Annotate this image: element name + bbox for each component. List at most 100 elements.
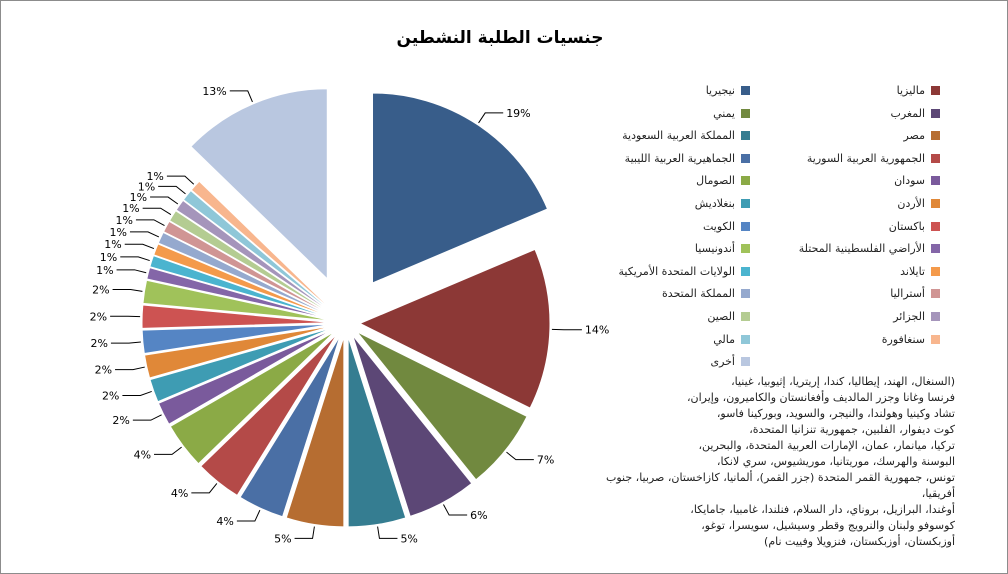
legend-swatch [931, 289, 940, 299]
legend-item: باكستان [830, 220, 940, 233]
pie-slice [157, 231, 334, 318]
legend-label: الكويت [702, 219, 735, 233]
legend-label: أستراليا [890, 287, 925, 301]
legend-label: الولايات المتحدة الأمريكية [618, 264, 736, 278]
pie-slice [149, 254, 333, 320]
data-label: 1% [122, 202, 139, 215]
legend-label: أخرى [710, 355, 735, 369]
legend-label: المملكة العربية السعودية [622, 129, 735, 143]
data-label: 14% [585, 324, 609, 337]
data-label: 2% [102, 389, 119, 402]
leader-line [115, 366, 145, 371]
leader-line [229, 90, 253, 103]
pie-slice [162, 220, 334, 317]
leader-line [142, 207, 172, 215]
legend-item: مصر [830, 129, 940, 142]
legend-label: باكستان [888, 219, 925, 233]
legend-item: المملكة المتحدة [640, 287, 750, 300]
legend-label: سنغافورة [881, 332, 925, 346]
legend-item: أستراليا [830, 287, 940, 300]
legend-swatch [931, 244, 940, 254]
pie-slice [141, 323, 333, 355]
legend-item: نيجيريا [640, 84, 750, 97]
legend-label: أندونيسيا [694, 242, 735, 256]
legend-item: تايلاند [830, 265, 940, 278]
leader-line [294, 526, 315, 539]
legend: نيجيريا ماليزيا يمني المغرب المملكة العربية … [619, 84, 940, 369]
leader-line [166, 175, 195, 185]
leader-line [122, 390, 152, 396]
legend-item: الجماهيرية العربية الليبية [625, 152, 750, 165]
pie-slice [239, 335, 341, 518]
pie-slice [347, 336, 407, 528]
legend-swatch [741, 108, 750, 118]
data-label: 1% [100, 251, 117, 264]
legend-swatch [741, 244, 750, 254]
legend-swatch [741, 289, 750, 299]
legend-item: يمني [640, 107, 750, 120]
data-label: 1% [115, 214, 132, 227]
legend-swatch [931, 108, 940, 118]
legend-swatch [741, 86, 750, 95]
legend-item: الجزائر [830, 310, 940, 323]
legend-item: ماليزيا [830, 84, 940, 97]
legend-swatch [931, 334, 940, 344]
data-label: 4% [134, 448, 151, 461]
pie-slice [200, 333, 338, 497]
data-label: 1% [96, 264, 113, 277]
legend-item: الأراضي الفلسطينية المحتلة [799, 242, 940, 255]
legend-label: الأراضي الفلسطينية المحتلة [798, 242, 925, 256]
leader-line [506, 451, 534, 461]
leader-line [132, 414, 162, 421]
legend-swatch [741, 357, 750, 367]
legend-swatch [931, 131, 940, 141]
legend-item: الكويت [640, 220, 750, 233]
legend-item: مالي [640, 333, 750, 346]
leader-line [135, 219, 165, 226]
legend-label: الجمهورية العربية السورية [806, 151, 925, 165]
pie-slice [146, 266, 333, 321]
legend-label: نيجيريا [705, 84, 735, 97]
pie-slice [285, 336, 345, 528]
leader-line [129, 231, 160, 238]
legend-label: الأردن [897, 197, 925, 210]
legend-swatch [741, 221, 750, 231]
data-label: 2% [112, 414, 129, 427]
legend-swatch [931, 221, 940, 231]
legend-item: المملكة العربية السعودية [622, 129, 750, 142]
legend-label: تايلاند [900, 264, 925, 278]
legend-swatch [931, 86, 940, 95]
pie-slice [157, 328, 334, 425]
data-label: 4% [216, 515, 233, 528]
pie-slice [141, 304, 333, 329]
legend-item: سودان [830, 174, 940, 187]
legend-swatch [741, 153, 750, 163]
leader-line [124, 243, 155, 250]
legend-item: المغرب [830, 107, 940, 120]
pie-slice [169, 331, 336, 465]
data-label: 2% [95, 364, 112, 377]
legend-swatch [741, 266, 750, 276]
legend-item: أخرى [640, 355, 750, 368]
data-label: 2% [90, 310, 107, 323]
pie-slice [190, 88, 328, 280]
legend-label: ماليزيا [896, 84, 925, 97]
legend-item: أندونيسيا [640, 242, 750, 255]
chart-title: جنسيات الطلبة النشطين [396, 28, 604, 48]
leader-line [191, 483, 218, 494]
data-label: 2% [92, 284, 109, 297]
legend-swatch [931, 153, 940, 163]
leader-line [116, 269, 147, 274]
data-label: 5% [274, 532, 291, 545]
leader-line [236, 509, 261, 522]
leader-line [110, 341, 141, 344]
legend-swatch [931, 199, 940, 208]
legend-label: مصر [903, 129, 925, 143]
legend-label: بنغلاديش [694, 197, 735, 210]
leader-line [154, 446, 182, 455]
legend-swatch [931, 176, 940, 186]
pie-slice [182, 189, 336, 315]
pie-slice [372, 92, 549, 284]
legend-label: الصين [707, 310, 735, 323]
data-label: 6% [470, 509, 487, 522]
